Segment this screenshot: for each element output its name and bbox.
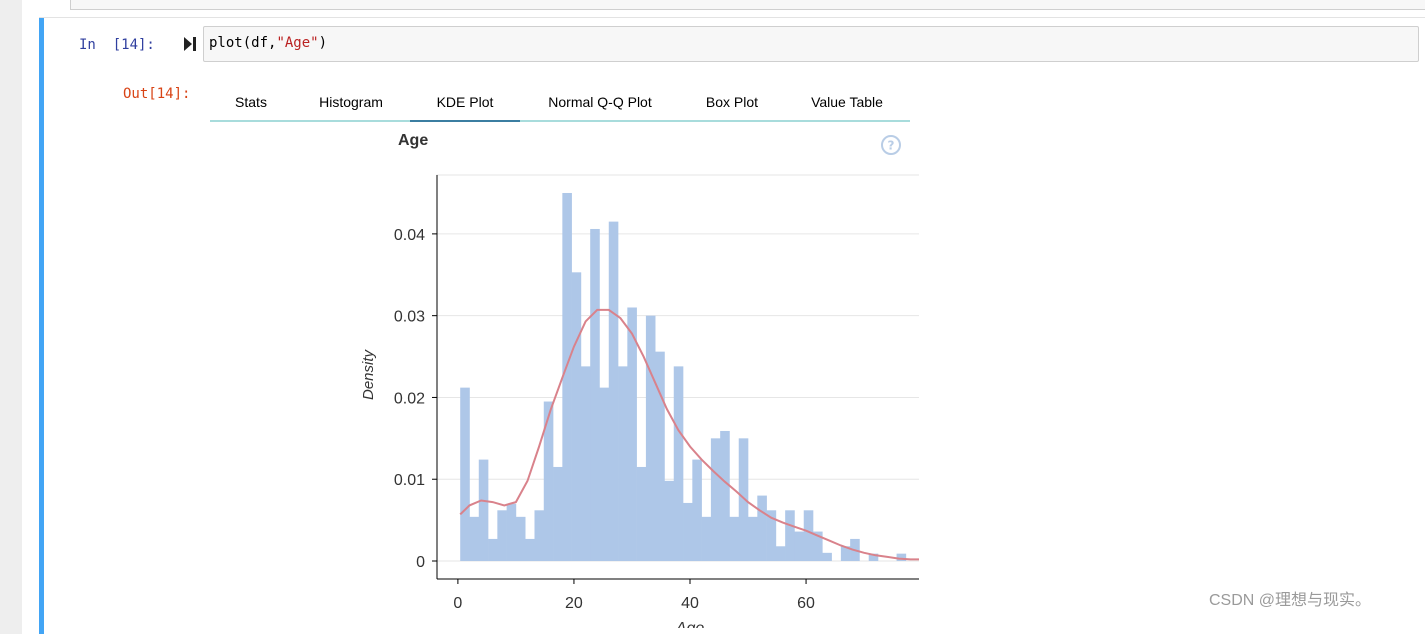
- histogram-bar: [553, 466, 563, 562]
- histogram-bar: [664, 480, 675, 562]
- histogram-bar: [534, 510, 545, 562]
- code-call: plot(df,: [209, 35, 277, 51]
- code-close-paren: ): [318, 35, 328, 51]
- x-tick-label: 40: [681, 595, 699, 612]
- histogram-bar: [645, 315, 656, 562]
- tab-value-table[interactable]: Value Table: [811, 94, 883, 110]
- histogram-bar: [543, 401, 554, 562]
- kde-curve: [459, 308, 919, 561]
- histogram-bar: [488, 538, 498, 562]
- histogram-bar: [608, 221, 619, 562]
- tab-stats[interactable]: Stats: [235, 94, 267, 110]
- histogram-bar: [710, 438, 721, 562]
- tab-histogram[interactable]: Histogram: [319, 94, 383, 110]
- code-string-literal: "Age": [276, 35, 319, 51]
- histogram-bar: [497, 510, 507, 562]
- histogram-bar: [525, 538, 535, 562]
- histogram-bar: [673, 366, 684, 562]
- histogram-bar: [636, 466, 647, 562]
- histogram-bar: [627, 307, 637, 562]
- x-tick-label: 0: [453, 595, 462, 612]
- previous-cell-collapsed[interactable]: · · ·: [70, 0, 1425, 10]
- plot-tabs: Stats Histogram KDE Plot Normal Q-Q Plot…: [210, 84, 910, 122]
- output-prompt: Out[14]:: [123, 86, 191, 102]
- histogram-bar: [822, 552, 832, 562]
- histogram-bar: [599, 387, 610, 562]
- cell-selected-indicator: [39, 18, 44, 634]
- collapsed-output-marker[interactable]: · · ·: [793, 0, 814, 5]
- histogram-bar: [580, 366, 591, 562]
- histogram-bar: [478, 459, 489, 562]
- x-tick-labels: 0 20 40 60: [453, 579, 815, 612]
- histogram-bar: [701, 516, 712, 562]
- histogram-bar: [766, 510, 777, 562]
- histogram-bar: [757, 495, 767, 562]
- chart-title: Age: [398, 132, 429, 149]
- histogram-bar: [840, 546, 851, 562]
- histogram-bar: [618, 366, 628, 562]
- tab-box-plot[interactable]: Box Plot: [705, 94, 759, 110]
- y-tick-label: 0.04: [394, 227, 425, 244]
- y-tick-labels: 0 0.01 0.02 0.03 0.04: [394, 227, 437, 571]
- histogram-bar: [868, 553, 879, 562]
- histogram-bar: [692, 459, 702, 562]
- histogram-bar: [590, 228, 600, 562]
- y-tick-label: 0.03: [394, 309, 425, 326]
- x-tick-label: 60: [797, 595, 815, 612]
- y-axis-label: Density: [360, 348, 377, 400]
- svg-text:?: ?: [888, 139, 895, 153]
- histogram-bar: [655, 351, 665, 562]
- histogram-bar: [729, 516, 740, 562]
- run-cell-icon[interactable]: [183, 36, 197, 52]
- csdn-watermark: CSDN @理想与现实。: [1209, 592, 1372, 609]
- y-tick-label: 0.01: [394, 472, 425, 489]
- tab-normal-qq-plot[interactable]: Normal Q-Q Plot: [548, 94, 652, 110]
- histogram-bar: [896, 553, 907, 562]
- code-input-area[interactable]: plot(df,"Age"): [203, 26, 1419, 62]
- histogram-bar: [720, 430, 730, 562]
- code-cell-14[interactable]: In [14]: plot(df,"Age") Out[14]: Stats H…: [39, 17, 1425, 634]
- histogram-bar: [683, 502, 693, 562]
- help-icon[interactable]: ?: [880, 134, 902, 156]
- histogram-bar: [813, 531, 823, 562]
- histogram-bar: [775, 546, 786, 562]
- histogram-bar: [571, 272, 582, 562]
- x-axis-label: Age: [675, 620, 705, 628]
- histogram-bar: [794, 531, 805, 562]
- tab-kde-plot[interactable]: KDE Plot: [410, 84, 520, 122]
- histogram-bar: [506, 503, 517, 562]
- histogram-bar: [469, 516, 480, 562]
- input-prompt: In [14]:: [79, 37, 155, 53]
- kde-histogram-chart: 0 20 40 60 0 0.01 0.02 0.03 0.04 Age Density: [360, 174, 919, 628]
- histogram-bars: [460, 192, 907, 562]
- y-tick-label: 0.02: [394, 390, 425, 407]
- histogram-bar: [748, 516, 758, 562]
- histogram-bar: [803, 510, 814, 562]
- histogram-bar: [785, 510, 795, 562]
- histogram-bar: [738, 438, 749, 562]
- histogram-bar: [515, 516, 526, 562]
- y-tick-label: 0: [416, 554, 425, 571]
- histogram-bar: [460, 387, 470, 562]
- histogram-bar: [562, 192, 572, 562]
- x-tick-label: 20: [565, 595, 583, 612]
